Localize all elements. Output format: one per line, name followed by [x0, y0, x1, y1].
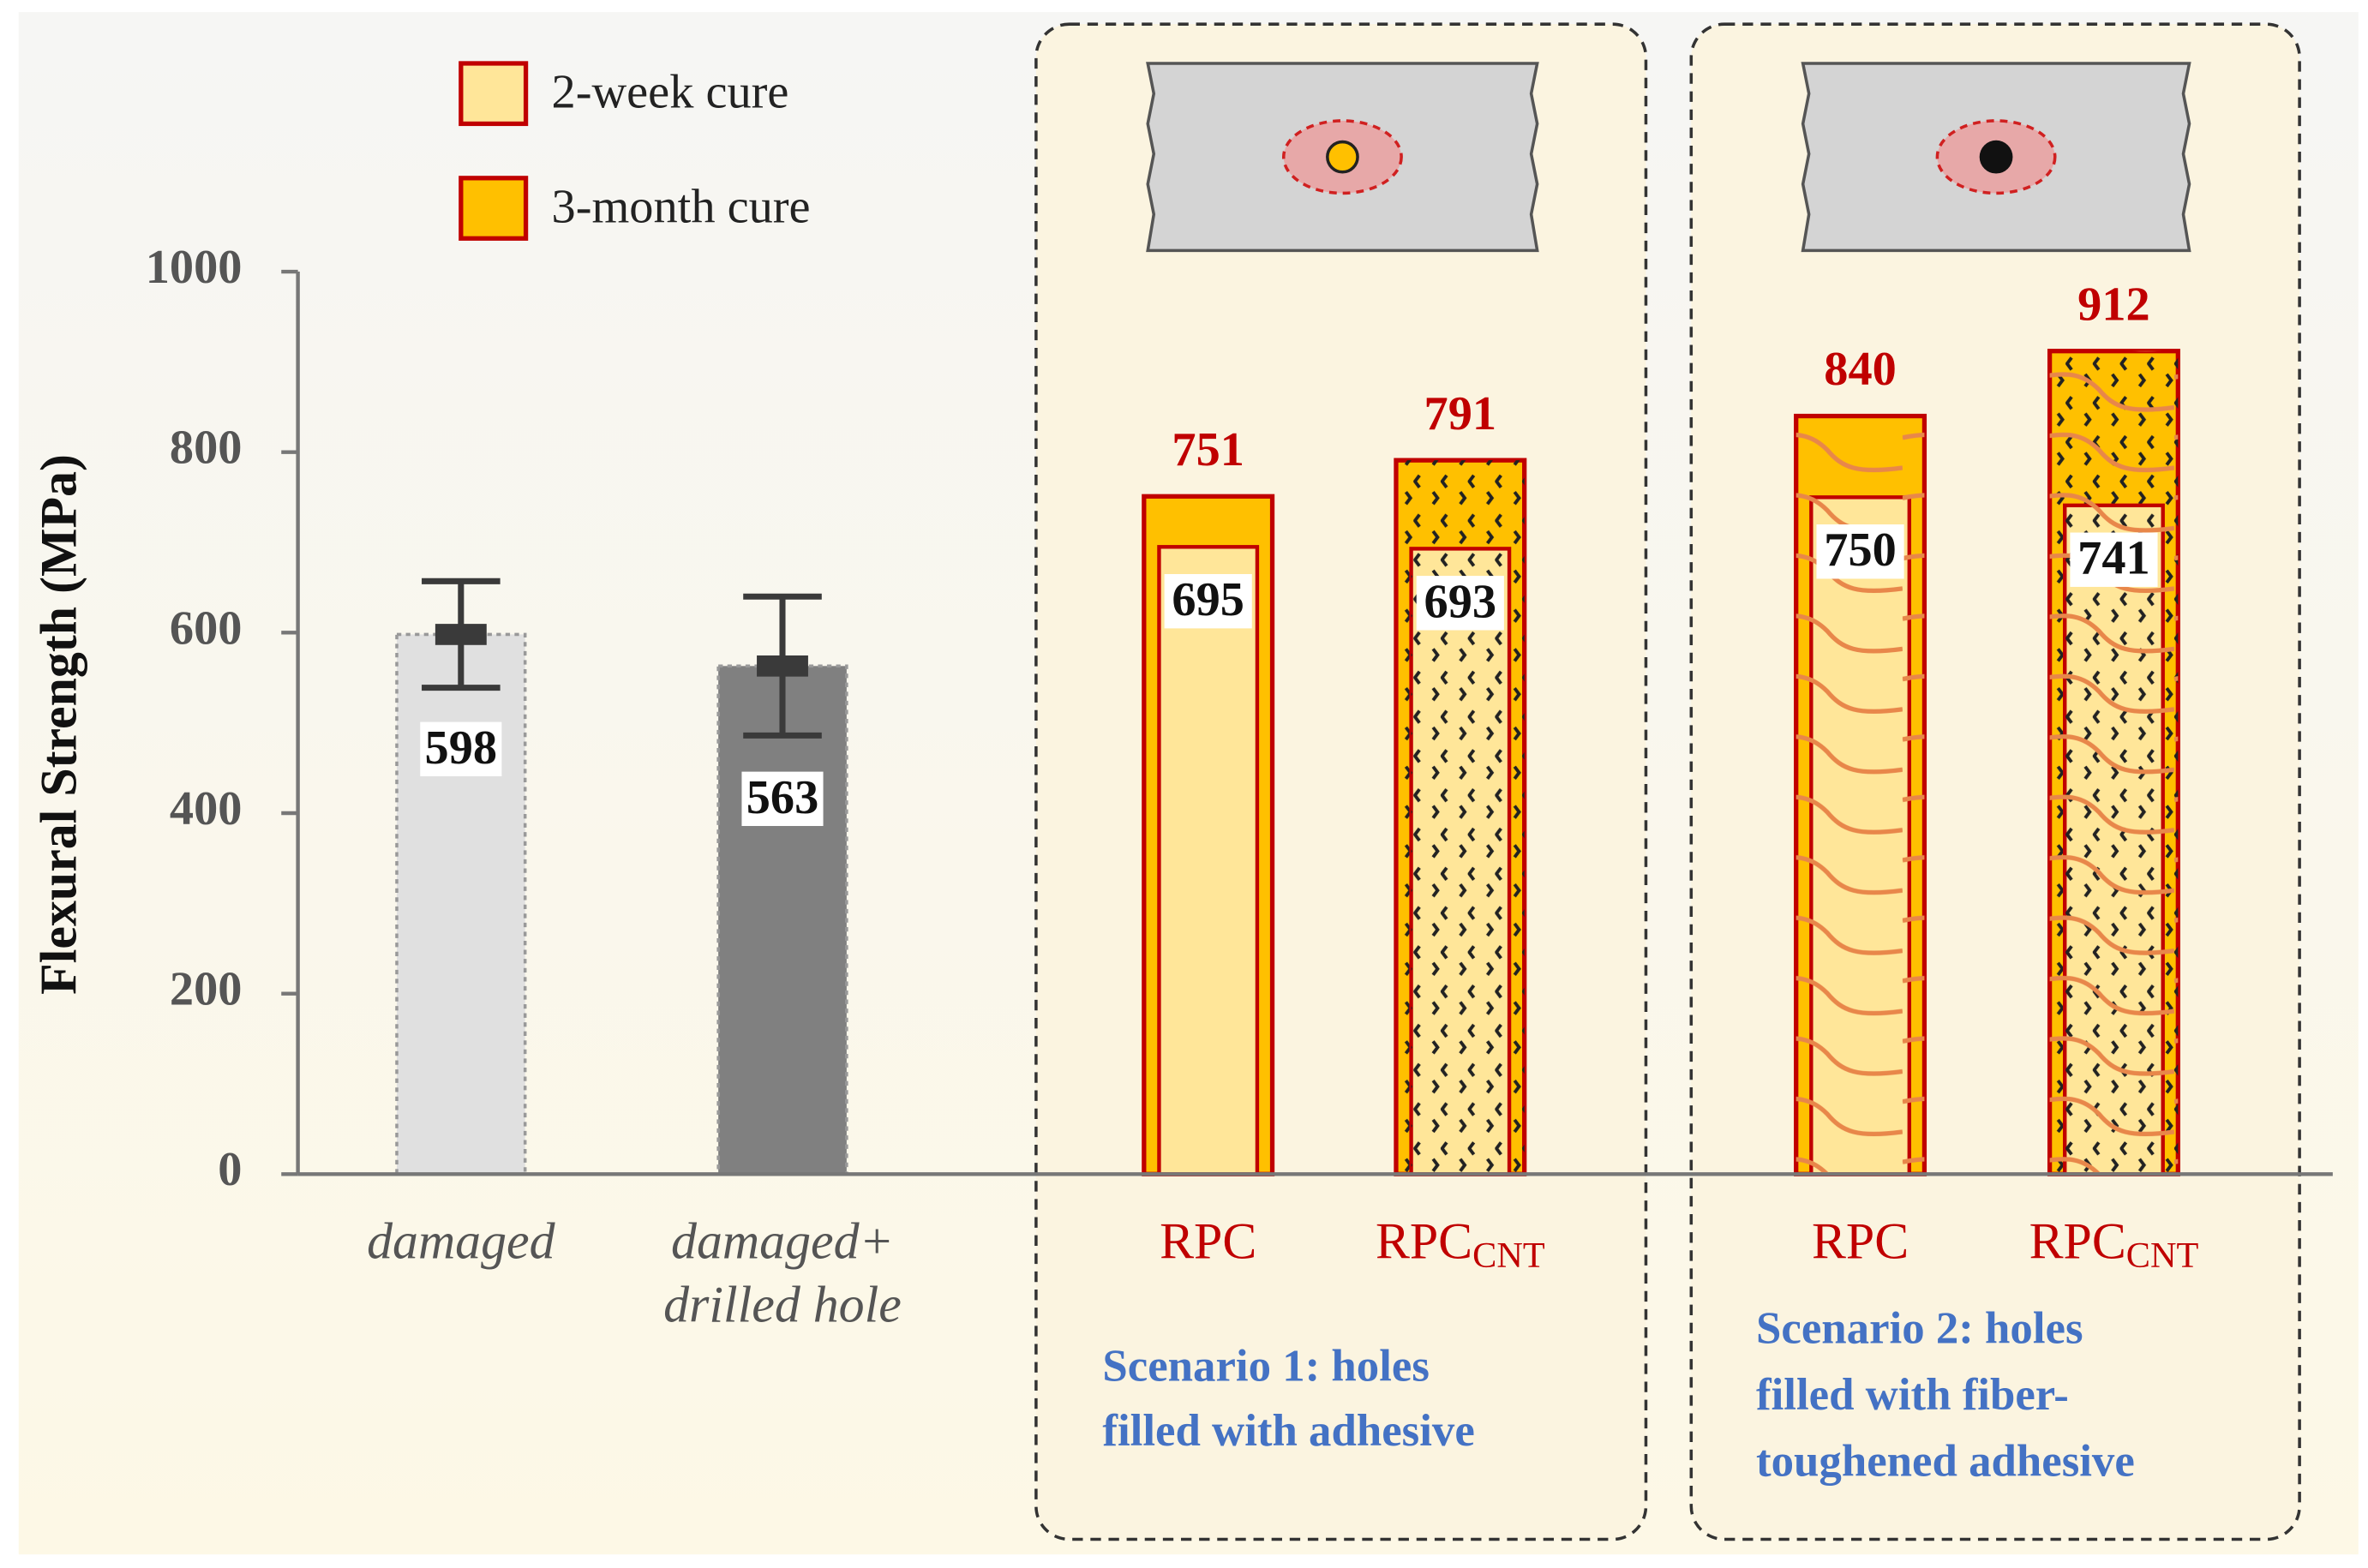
- value-label: 693: [1424, 575, 1497, 628]
- y-tick-label: 400: [170, 782, 243, 835]
- value-label-box: [1816, 524, 1904, 579]
- pattern-overlay: [1411, 548, 1510, 1175]
- x-tick-label: drilled hole: [663, 1277, 902, 1333]
- value-label-box: [1416, 576, 1504, 631]
- value-label: 563: [746, 771, 819, 824]
- bar: [395, 632, 527, 1176]
- panel-icon: [1146, 62, 1539, 253]
- y-tick-label: 800: [170, 422, 243, 475]
- value-label: 791: [1424, 387, 1497, 440]
- x-tick-subscript: CNT: [1472, 1236, 1545, 1276]
- legend-swatch: [459, 61, 529, 127]
- y-tick-label: 600: [170, 601, 243, 655]
- y-tick-label: 1000: [146, 241, 243, 294]
- value-label: 741: [2077, 532, 2150, 585]
- value-label-box: [741, 771, 824, 827]
- x-tick-label: RPC: [1812, 1213, 1909, 1270]
- panel-title: toughened adhesive: [1756, 1436, 2135, 1486]
- value-label: 751: [1172, 423, 1244, 476]
- panel-title: filled with adhesive: [1102, 1406, 1474, 1456]
- x-tick-label: RPC: [1160, 1213, 1256, 1270]
- x-tick-label: damaged+: [671, 1213, 894, 1270]
- y-tick-label: 0: [218, 1143, 242, 1196]
- value-label: 695: [1172, 573, 1244, 626]
- error-bar: [422, 578, 501, 691]
- error-bar-center: [435, 624, 487, 645]
- value-label-box: [1164, 573, 1252, 629]
- pattern-overlay: [2049, 350, 2179, 1175]
- y-axis-label: Flexural Strength (MPa): [30, 454, 87, 995]
- legend-label: 3-month cure: [552, 181, 811, 234]
- bar: [1157, 545, 1260, 1176]
- x-tick-subscript: CNT: [2126, 1236, 2199, 1276]
- panel-title: Scenario 1: holes: [1102, 1341, 1430, 1391]
- error-bar: [743, 593, 822, 739]
- value-label: 912: [2077, 278, 2150, 331]
- legend-swatch: [459, 176, 529, 241]
- x-tick-label: damaged: [367, 1213, 556, 1270]
- y-tick-label: 200: [170, 963, 243, 1016]
- value-label: 750: [1824, 524, 1897, 577]
- bar: [716, 664, 848, 1176]
- value-label-box: [420, 721, 502, 777]
- legend-label: 2-week cure: [552, 66, 789, 119]
- error-bar-center: [757, 655, 808, 677]
- panel-title: filled with fiber-: [1756, 1370, 2069, 1420]
- value-label: 840: [1824, 343, 1897, 396]
- panel-icon: [1801, 62, 2191, 253]
- value-label-box: [2070, 532, 2158, 587]
- panel-title: Scenario 2: holes: [1756, 1303, 2083, 1353]
- value-label: 598: [425, 721, 498, 775]
